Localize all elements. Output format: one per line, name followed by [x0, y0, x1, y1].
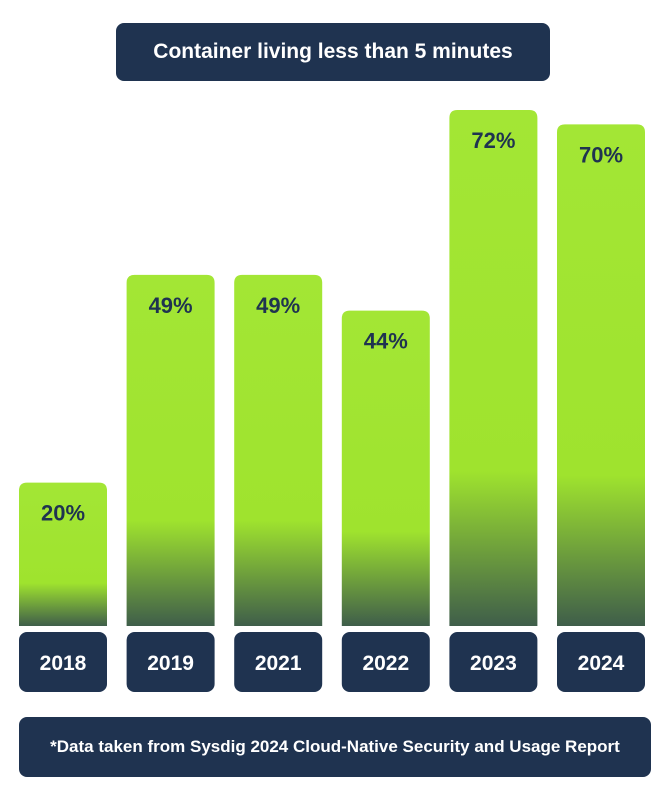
- value-label-2018: 20%: [41, 501, 85, 526]
- bars-group: 20% 2018 49% 2019 49% 2021 44% 2022 72% 2023 70% 20…: [19, 110, 645, 692]
- category-box-2019: [126, 632, 215, 692]
- value-label-2021: 49%: [256, 293, 300, 318]
- category-label-2022: 2022: [362, 652, 409, 675]
- category-box-2022: [341, 632, 430, 692]
- category-label-2018: 2018: [40, 652, 87, 675]
- bar-2018: [19, 482, 107, 626]
- category-label-2021: 2021: [255, 652, 302, 675]
- chart-title: Container living less than 5 minutes: [116, 23, 550, 81]
- category-box-2018: [19, 632, 107, 692]
- category-label-2024: 2024: [578, 652, 625, 675]
- bar-chart: 20% 2018 49% 2019 49% 2021 44% 2022 72% 2023 70% 20…: [19, 110, 645, 692]
- category-label-2019: 2019: [147, 652, 194, 675]
- bar-2019: [126, 274, 215, 626]
- value-label-2024: 70%: [579, 142, 623, 167]
- value-label-2022: 44%: [364, 329, 408, 354]
- category-box-2024: [557, 632, 645, 692]
- category-label-2023: 2023: [470, 652, 517, 675]
- bar-2023: [449, 110, 538, 626]
- value-label-2019: 49%: [149, 293, 193, 318]
- category-box-2023: [449, 632, 538, 692]
- footnote: *Data taken from Sysdig 2024 Cloud-Nativ…: [19, 717, 651, 777]
- value-label-2023: 72%: [471, 128, 515, 153]
- bar-2024: [557, 124, 645, 626]
- bar-2022: [341, 310, 430, 626]
- category-box-2021: [234, 632, 323, 692]
- bar-2021: [234, 274, 323, 626]
